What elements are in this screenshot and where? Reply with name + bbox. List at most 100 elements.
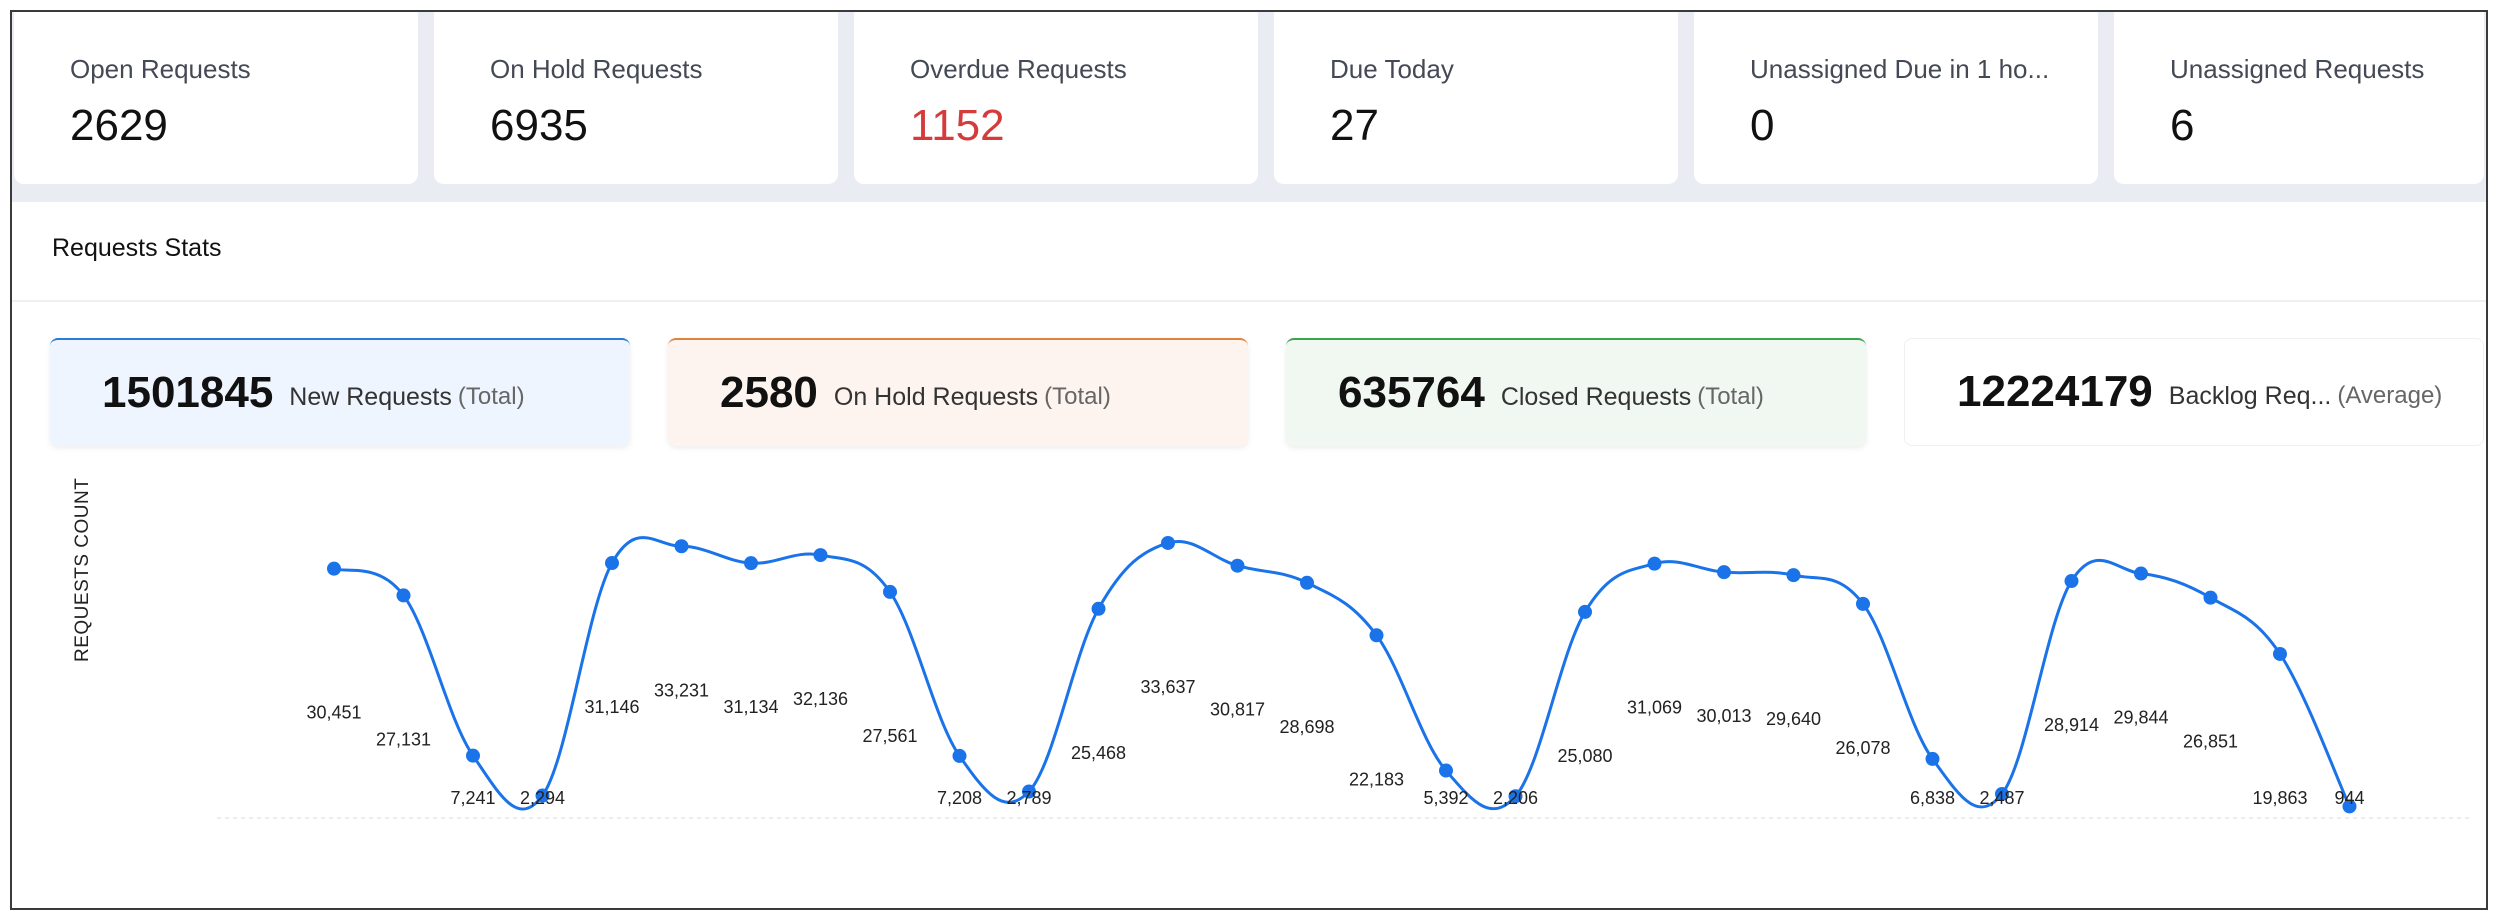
data-label: 31,134: [723, 697, 778, 717]
data-label: 26,078: [1835, 738, 1890, 758]
kpi-card-on-hold-requests[interactable]: On Hold Requests 6935: [434, 12, 838, 184]
kpi-label: On Hold Requests: [490, 54, 703, 84]
summary-suffix: (Total): [1697, 383, 1764, 410]
data-label: 22,183: [1349, 769, 1404, 789]
data-point[interactable]: [952, 748, 967, 763]
data-point[interactable]: [1161, 535, 1175, 550]
kpi-card-open-requests[interactable]: Open Requests 2629: [14, 12, 418, 184]
requests-line-chart: 30,451 27,131 7,241 2,294 31,146 33,231 31,134…: [217, 535, 2472, 819]
data-label: 30,013: [1696, 706, 1751, 726]
summary-number: 2580: [720, 368, 818, 417]
kpi-card-due-today[interactable]: Due Today 27: [1274, 12, 1678, 184]
data-point[interactable]: [1230, 558, 1245, 573]
data-label: 25,080: [1557, 746, 1612, 766]
kpi-value: 6935: [490, 101, 588, 150]
data-point[interactable]: [2064, 574, 2079, 589]
data-point[interactable]: [327, 561, 341, 576]
requests-stats-panel: Requests Stats 1501845 New Requests (Tot…: [12, 202, 2486, 908]
summary-suffix: (Average): [2337, 382, 2443, 409]
summary-suffix: (Total): [457, 383, 525, 410]
kpi-card-unassigned-due-1h[interactable]: Unassigned Due in 1 ho... 0: [1694, 12, 2098, 184]
data-point[interactable]: [2273, 646, 2287, 661]
data-point[interactable]: [396, 588, 411, 603]
data-label: 27,131: [376, 729, 431, 749]
data-point[interactable]: [605, 556, 619, 571]
data-label: 7,241: [450, 788, 495, 808]
data-point[interactable]: [1369, 628, 1384, 643]
kpi-value: 2629: [70, 101, 168, 150]
data-label: 2,294: [520, 788, 565, 808]
data-label: 29,844: [2113, 708, 2168, 728]
kpi-value: 6: [2170, 101, 2195, 150]
summary-suffix: (Total): [1044, 383, 1111, 410]
summary-new-requests[interactable]: 1501845 New Requests (Total): [50, 338, 630, 446]
kpi-value: 1152: [910, 101, 1005, 150]
summary-backlog-requests[interactable]: 12224179 Backlog Req... (Average): [1904, 338, 2484, 446]
panel-title: Requests Stats: [12, 202, 2486, 302]
data-point[interactable]: [535, 788, 550, 803]
kpi-card-overdue-requests[interactable]: Overdue Requests 1152: [854, 12, 1258, 184]
data-point[interactable]: [2134, 566, 2148, 581]
data-point[interactable]: [2203, 590, 2218, 605]
series-line: [333, 536, 2351, 811]
kpi-card-unassigned-requests[interactable]: Unassigned Requests 6: [2114, 12, 2484, 184]
data-label: 32,136: [793, 689, 848, 709]
kpi-label: Unassigned Due in 1 ho...: [1750, 54, 2050, 84]
data-point[interactable]: [1786, 568, 1801, 583]
data-point[interactable]: [813, 548, 828, 563]
data-label: 2,789: [1006, 788, 1051, 808]
data-label: 28,698: [1279, 717, 1334, 737]
summary-on-hold-requests[interactable]: 2580 On Hold Requests (Total): [668, 338, 1248, 446]
summary-number: 1501845: [102, 368, 274, 417]
data-label: 26,851: [2183, 732, 2238, 752]
data-label: 31,146: [584, 697, 639, 717]
data-point[interactable]: [1091, 601, 1106, 616]
data-label: 944: [2334, 788, 2364, 808]
data-label: 7,208: [937, 788, 982, 808]
data-point[interactable]: [1439, 763, 1453, 778]
data-label: 29,640: [1766, 709, 1821, 729]
kpi-label: Open Requests: [70, 54, 251, 84]
kpi-label: Due Today: [1330, 54, 1454, 84]
summary-label: Closed Requests: [1500, 382, 1692, 411]
kpi-value: 0: [1750, 101, 1775, 150]
kpi-row: Open Requests 2629 On Hold Requests 6935…: [12, 12, 2486, 200]
data-point[interactable]: [1022, 784, 1036, 799]
data-label: 2,487: [1979, 788, 2024, 808]
kpi-label: Unassigned Requests: [2170, 54, 2425, 84]
data-point[interactable]: [1508, 789, 1523, 804]
data-point[interactable]: [744, 556, 758, 571]
summary-number: 635764: [1338, 368, 1485, 417]
data-label: 33,637: [1140, 677, 1195, 697]
data-label: 33,231: [654, 680, 709, 700]
kpi-label: Overdue Requests: [910, 54, 1127, 84]
data-point[interactable]: [883, 584, 897, 599]
data-label: 30,451: [306, 703, 361, 723]
data-label: 5,392: [1423, 788, 1468, 808]
data-label: 31,069: [1627, 698, 1682, 718]
data-point[interactable]: [2342, 799, 2357, 814]
data-label: 27,561: [862, 726, 917, 746]
data-point[interactable]: [1300, 575, 1314, 590]
summary-label: Backlog Req...: [2168, 381, 2332, 410]
data-point[interactable]: [1717, 565, 1731, 580]
data-point[interactable]: [674, 539, 689, 554]
data-label: 28,914: [2044, 715, 2099, 735]
data-point[interactable]: [1647, 556, 1662, 571]
data-label: 25,468: [1071, 743, 1126, 763]
summary-label: On Hold Requests: [833, 382, 1039, 411]
data-point[interactable]: [1856, 596, 1870, 611]
kpi-value: 27: [1330, 101, 1379, 150]
summary-closed-requests[interactable]: 635764 Closed Requests (Total): [1286, 338, 1866, 446]
data-point[interactable]: [1995, 786, 2009, 801]
data-point[interactable]: [1578, 604, 1592, 619]
data-label: 30,817: [1210, 700, 1265, 720]
dashboard-frame: Open Requests 2629 On Hold Requests 6935…: [10, 10, 2488, 910]
data-point[interactable]: [1925, 751, 1940, 766]
summary-number: 12224179: [1957, 367, 2153, 416]
data-label: 2,206: [1493, 788, 1538, 808]
data-point[interactable]: [466, 748, 480, 763]
data-label: 6,838: [1910, 788, 1955, 808]
summary-label: New Requests: [289, 382, 452, 411]
data-label: 19,863: [2252, 788, 2307, 808]
